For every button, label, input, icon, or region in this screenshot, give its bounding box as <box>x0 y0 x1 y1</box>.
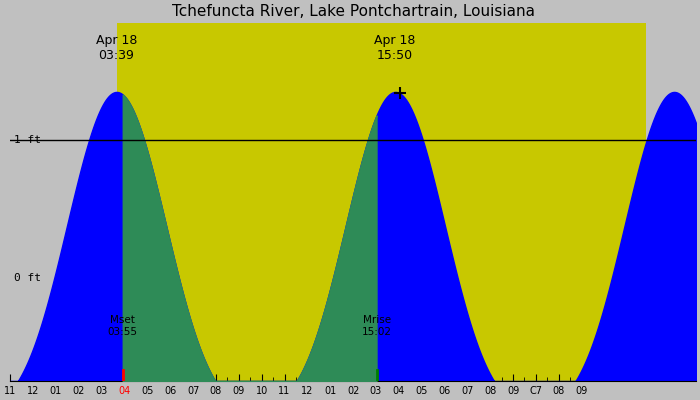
Title: Tchefuncta River, Lake Pontchartrain, Louisiana: Tchefuncta River, Lake Pontchartrain, Lo… <box>172 4 535 19</box>
Text: Mset
03:55: Mset 03:55 <box>108 315 138 337</box>
Text: 0 ft: 0 ft <box>14 273 41 283</box>
Text: Apr 18
15:50: Apr 18 15:50 <box>374 34 416 62</box>
Bar <box>117 23 645 381</box>
Text: Mrise
15:02: Mrise 15:02 <box>362 315 392 337</box>
Bar <box>645 23 696 381</box>
Text: Apr 18
03:39: Apr 18 03:39 <box>96 34 137 62</box>
Bar <box>10 23 117 381</box>
Text: 1 ft: 1 ft <box>14 135 41 145</box>
